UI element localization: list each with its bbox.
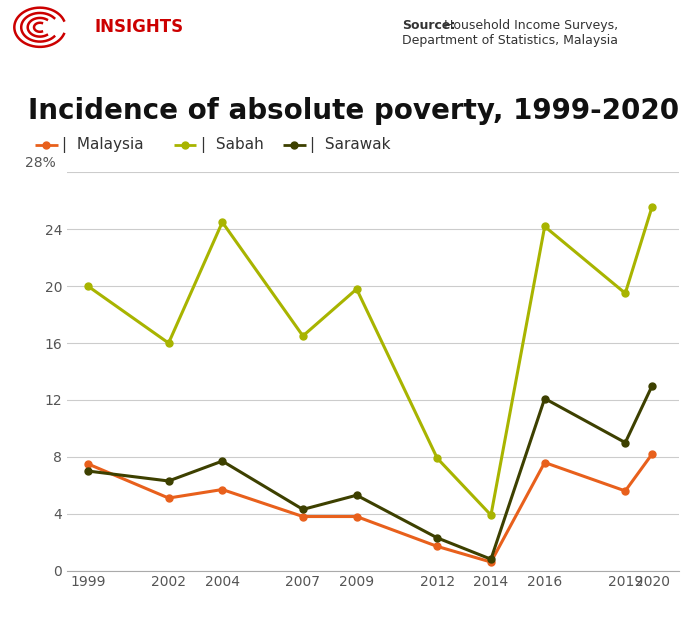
Text: |  Sarawak: | Sarawak xyxy=(310,137,391,153)
Text: |  Malaysia: | Malaysia xyxy=(62,137,144,153)
Text: Incidence of absolute poverty, 1999-2020: Incidence of absolute poverty, 1999-2020 xyxy=(28,97,679,125)
Text: INSIGHTS: INSIGHTS xyxy=(94,18,183,36)
Text: Source:: Source: xyxy=(402,19,456,32)
Text: |  Sabah: | Sabah xyxy=(201,137,264,153)
Text: Household Income Surveys,: Household Income Surveys, xyxy=(440,19,617,32)
Text: Department of Statistics, Malaysia: Department of Statistics, Malaysia xyxy=(402,34,619,48)
Text: 28%: 28% xyxy=(25,156,55,171)
